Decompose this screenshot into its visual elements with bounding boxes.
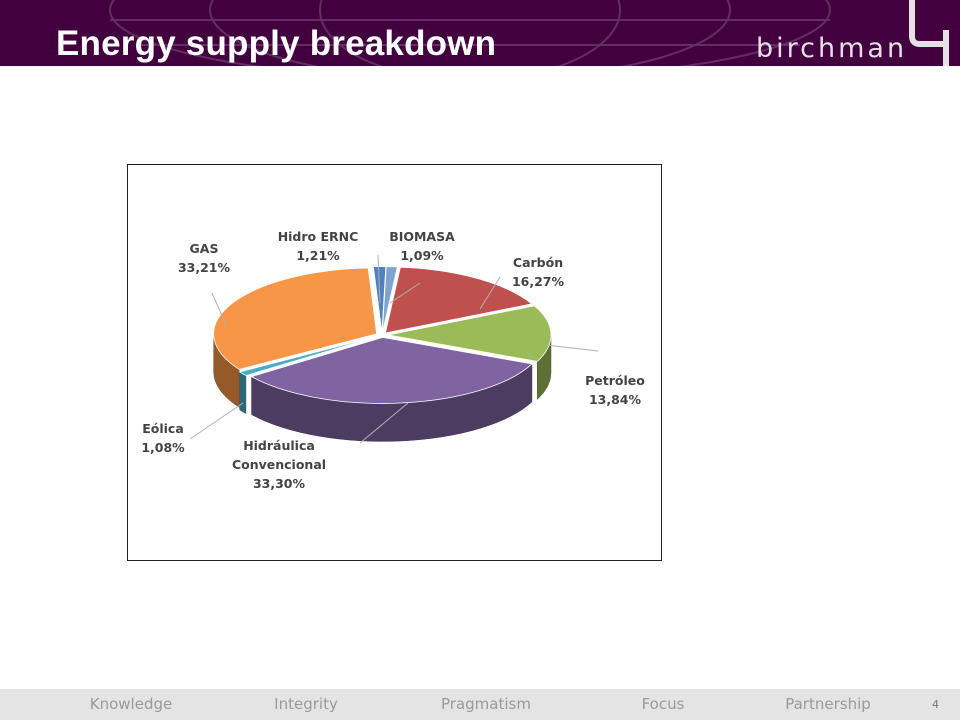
leader-line-biomasa xyxy=(389,282,421,304)
pie-labels: Hidro ERNC 1,21% BIOMASA 1,09% Carbón 16,27% P… xyxy=(141,229,645,491)
footer-value-pragmatism: Pragmatism xyxy=(441,695,531,713)
leader-line-gas xyxy=(211,292,227,326)
slice-value-carbon: 16,27% xyxy=(512,274,565,289)
globe-watermark xyxy=(109,0,831,66)
slice-value-petroleo: 13,84% xyxy=(589,392,642,407)
slice-label-carbon: Carbón xyxy=(513,255,563,270)
pie-chart: Hidro ERNC 1,21% BIOMASA 1,09% Carbón 16,27% P… xyxy=(141,229,645,491)
pie-slice-biomasa xyxy=(381,266,398,333)
pie-top-faces xyxy=(213,266,552,404)
slice-label-biomasa: BIOMASA xyxy=(389,229,455,244)
leader-line-eolica xyxy=(189,402,244,440)
leader-line-hidraulica-convencional xyxy=(359,402,409,444)
slice-value-eolica: 1,08% xyxy=(141,440,185,455)
footer-value-focus: Focus xyxy=(641,695,685,713)
pie-side-eolica xyxy=(239,371,247,415)
pie-slice-petroleo xyxy=(387,305,552,362)
pie-slice-hidraulica-convencional xyxy=(250,337,533,404)
brand-logo-text: birchman xyxy=(756,33,908,64)
page-number: 4 xyxy=(932,698,939,711)
leader-line-petroleo xyxy=(545,344,599,352)
slice-value-gas: 33,21% xyxy=(178,260,231,275)
footer-values-bar: Knowledge Integrity Pragmatism Focus Par… xyxy=(0,689,960,720)
footer-value-integrity: Integrity xyxy=(274,695,338,713)
slice-label-hidraulica-convencional-line-2: Convencional xyxy=(232,457,326,472)
slide-title: Energy supply breakdown xyxy=(56,24,497,63)
header-bar: Energy supply breakdown birchman xyxy=(0,0,960,66)
slice-value-hidro-ernc: 1,21% xyxy=(296,248,340,263)
pie-chart-frame: Hidro ERNC 1,21% BIOMASA 1,09% Carbón 16,27% P… xyxy=(127,164,662,561)
footer-value-partnership: Partnership xyxy=(785,695,871,713)
slice-label-gas: GAS xyxy=(190,241,219,256)
pie-slice-carbon xyxy=(384,266,533,334)
footer-value-knowledge: Knowledge xyxy=(89,695,173,713)
pie-slice-gas xyxy=(213,267,378,370)
slice-value-biomasa: 1,09% xyxy=(400,248,444,263)
pie-slice-eolica xyxy=(238,335,378,377)
slice-label-hidraulica-convencional-line-1: Hidráulica xyxy=(243,438,315,453)
leader-line-hidro-ernc xyxy=(377,254,381,304)
slice-label-petroleo: Petróleo xyxy=(585,373,645,388)
slice-label-hidro-ernc: Hidro ERNC xyxy=(278,229,359,244)
slice-label-eolica: Eólica xyxy=(142,421,184,436)
brand-mark-icon xyxy=(909,0,949,66)
slice-value-hidraulica-convencional: 33,30% xyxy=(253,476,306,491)
leader-line-carbon xyxy=(479,276,501,310)
